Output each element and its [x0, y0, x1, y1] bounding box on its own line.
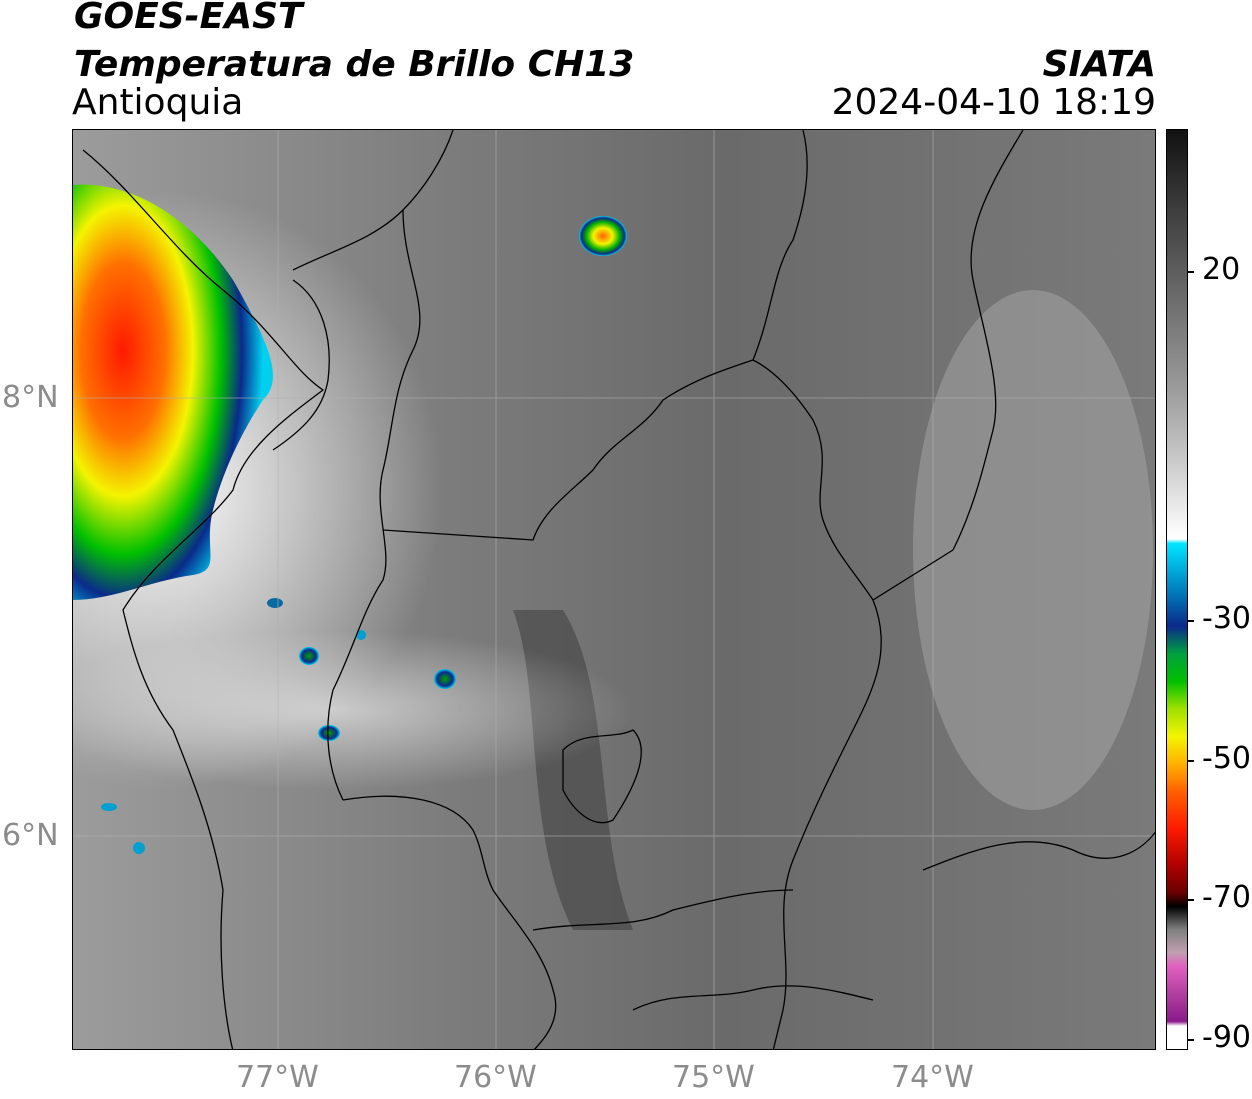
storm-cell-sw-2 [133, 842, 145, 854]
colorbar-tick [1188, 1039, 1194, 1041]
storm-cell-north [579, 216, 627, 256]
colorbar-tick [1188, 899, 1194, 901]
lat-tick-8n: 8°N [2, 380, 59, 415]
colorbar-tick [1188, 620, 1194, 622]
border-magdalena [952, 130, 1024, 551]
region-label: Antioquia [72, 82, 244, 123]
boundaries [82, 130, 1155, 1049]
convective-storm-west [73, 184, 273, 600]
product-title: Temperatura de Brillo CH13 [74, 44, 635, 85]
storm-cell-sw-1 [101, 803, 117, 811]
colorbar-label-20: 20 [1202, 252, 1241, 287]
border-southeast [922, 831, 1155, 871]
agency-label: SIATA [1042, 44, 1156, 85]
coastline-uraba [272, 279, 330, 451]
colorbar-tick [1188, 271, 1194, 273]
satellite-title: GOES-EAST [74, 0, 303, 37]
storm-cell-west-1 [299, 647, 319, 665]
graticule [73, 130, 1155, 1049]
border-caldas [532, 889, 794, 931]
colorbar-gradient [1167, 130, 1187, 1049]
map-canvas [73, 130, 1155, 1049]
lon-tick-77w: 77°W [236, 1060, 319, 1095]
border-choco [327, 209, 421, 801]
metro-area [562, 729, 642, 824]
border-south [632, 985, 874, 1011]
storm-cell-center [434, 669, 456, 689]
lon-tick-76w: 76°W [454, 1060, 537, 1095]
satellite-map[interactable] [72, 129, 1156, 1050]
colorbar-tick [1188, 760, 1194, 762]
lon-tick-75w: 75°W [672, 1060, 755, 1095]
border-south-west [342, 795, 557, 1049]
storm-cell-west-4 [356, 630, 366, 640]
lon-tick-74w: 74°W [891, 1060, 974, 1095]
cloud-band [73, 630, 633, 790]
storm-cell-west-3 [267, 598, 283, 608]
storm-cell-west-2 [318, 725, 340, 741]
coastline-pacific [82, 149, 325, 1049]
colorbar-label-minus70: -70 [1202, 880, 1251, 915]
temperature-colorbar [1166, 129, 1188, 1050]
datetime-label: 2024-04-10 18:19 [831, 82, 1156, 123]
colorbar-label-minus50: -50 [1202, 741, 1251, 776]
border-cordoba-east [752, 130, 808, 361]
cloud-east [913, 290, 1153, 810]
lat-tick-6n: 6°N [2, 818, 59, 853]
colorbar-label-minus30: -30 [1202, 601, 1251, 636]
colorbar-label-minus90: -90 [1202, 1020, 1251, 1055]
border-east [772, 599, 882, 1049]
